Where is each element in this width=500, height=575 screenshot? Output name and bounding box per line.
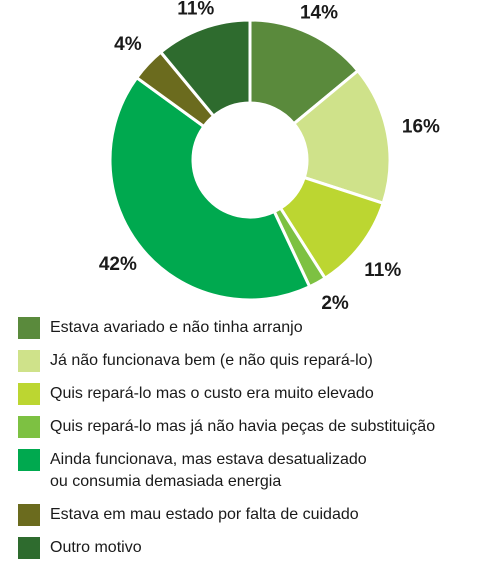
- legend-item: Ainda funcionava, mas estava desatualiza…: [18, 449, 493, 493]
- legend-label: Quis repará-lo mas o custo era muito ele…: [50, 385, 374, 402]
- slice-percent-label: 11%: [364, 260, 401, 281]
- slice-percent-label: 14%: [300, 2, 338, 23]
- slice-percent-label: 42%: [99, 254, 137, 275]
- donut-slice: [248, 18, 360, 126]
- donut-slice: [159, 18, 252, 118]
- legend-swatch: [18, 317, 40, 339]
- legend-swatch: [18, 383, 40, 405]
- legend-label: Quis repará-lo mas já não havia peças de…: [50, 418, 436, 435]
- legend-item: Estava avariado e não tinha arranjo: [18, 317, 493, 339]
- legend-label: Estava avariado e não tinha arranjo: [50, 319, 303, 336]
- legend-swatch: [18, 350, 40, 372]
- legend-swatch: [18, 504, 40, 526]
- legend-swatch: [18, 537, 40, 559]
- legend-item: Outro motivo: [18, 537, 493, 559]
- legend-swatch: [18, 416, 40, 438]
- legend-item: Estava em mau estado por falta de cuidad…: [18, 504, 493, 526]
- slice-percent-label: 16%: [402, 116, 440, 137]
- donut-chart: 14% 16% 11% 2% 42% 4% 11%: [99, 0, 440, 310]
- slice-percent-label: 2%: [321, 293, 349, 310]
- donut-slice: [108, 76, 312, 302]
- chart-legend: Estava avariado e não tinha arranjo Já n…: [18, 317, 493, 570]
- legend-label: Ainda funcionava, mas estava desatualiza…: [50, 451, 367, 490]
- legend-item: Já não funcionava bem (e não quis repará…: [18, 350, 493, 372]
- legend-label: Outro motivo: [50, 539, 142, 556]
- slice-percent-label: 4%: [114, 34, 142, 55]
- legend-item: Quis repará-lo mas o custo era muito ele…: [18, 383, 493, 405]
- legend-swatch: [18, 449, 40, 471]
- slice-percent-label: 11%: [177, 0, 214, 19]
- percent-labels: 14% 16% 11% 2% 42% 4% 11%: [99, 0, 440, 310]
- legend-item: Quis repará-lo mas já não havia peças de…: [18, 416, 493, 438]
- donut-slices: [108, 18, 392, 302]
- donut-slice: [292, 69, 392, 205]
- legend-label: Já não funcionava bem (e não quis repará…: [50, 352, 373, 369]
- legend-label: Estava em mau estado por falta de cuidad…: [50, 506, 359, 523]
